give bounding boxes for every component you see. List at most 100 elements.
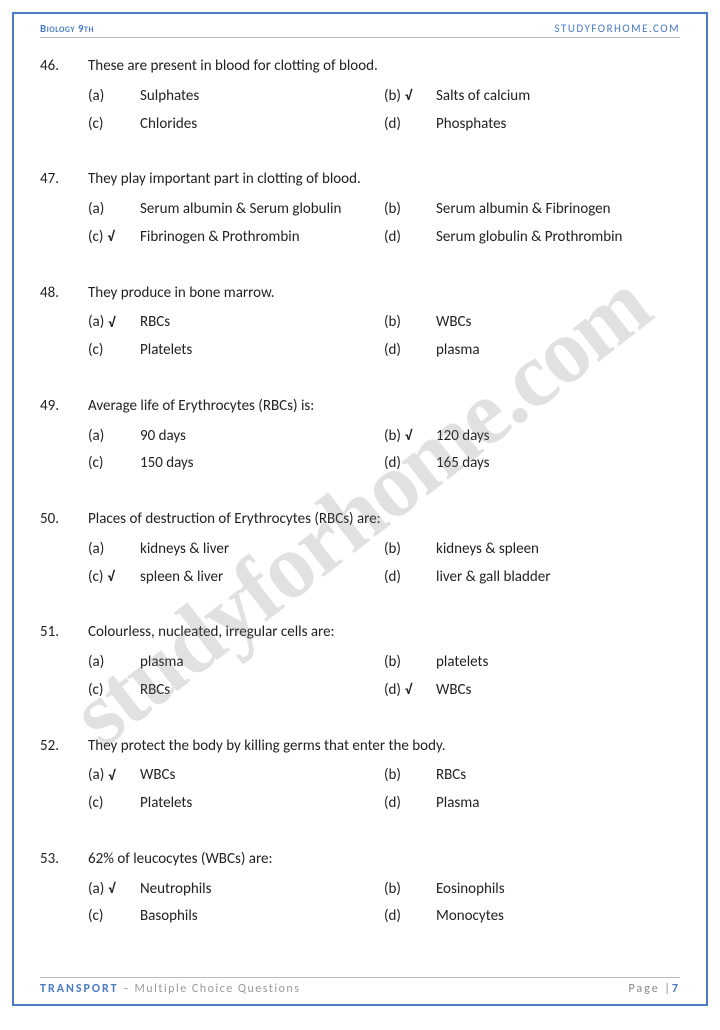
check-icon: √ [108, 766, 115, 786]
option-value: Serum albumin & Fibrinogen [436, 199, 680, 221]
question: 53.62% of leucocytes (WBCs) are: (a)√Neut… [40, 849, 680, 934]
option-letter: (b) [384, 426, 401, 448]
page-header: Biology 9th STUDYFORHOME.COM [40, 22, 680, 38]
option: (b) Eosinophils [384, 879, 680, 901]
option-value: 165 days [436, 453, 680, 475]
question: 46.These are present in blood for clotti… [40, 56, 680, 141]
option-value: Serum albumin & Serum globulin [140, 199, 384, 221]
option-letter: (a) [88, 312, 104, 334]
question-number: 50. [40, 509, 88, 531]
question-row: 48.They produce in bone marrow. [40, 283, 680, 305]
option-value: Monocytes [436, 906, 680, 928]
options: (a)√RBCs(b)WBCs(c)Platelets(d)plasma [40, 312, 680, 368]
option-letter: (b) [384, 879, 401, 901]
option: (a) 90 days [88, 426, 384, 448]
option-letter: (b) [384, 765, 401, 787]
option-label: (c) [88, 793, 140, 815]
question-text: These are present in blood for clotting … [88, 56, 680, 78]
option-letter: (d) [384, 567, 401, 589]
check-icon: √ [405, 86, 412, 106]
option-value: WBCs [436, 312, 680, 334]
question-row: 53.62% of leucocytes (WBCs) are: [40, 849, 680, 871]
question-text: They play important part in clotting of … [88, 169, 680, 191]
question-row: 46.These are present in blood for clotti… [40, 56, 680, 78]
question-number: 53. [40, 849, 88, 871]
question: 51.Colourless, nucleated, irregular cell… [40, 622, 680, 707]
option-letter: (c) [88, 567, 103, 589]
option-label: (a) [88, 199, 140, 221]
option-label: (a)√ [88, 879, 140, 901]
option-label: (a) [88, 86, 140, 108]
option-letter: (a) [88, 652, 104, 674]
option: (d)Plasma [384, 793, 680, 815]
options: (a)√Neutrophils(b)Eosinophils(c)Basophil… [40, 879, 680, 935]
check-icon: √ [108, 879, 115, 899]
options: (a) 90 days(b)√120 days(c)150 days(d) 165 … [40, 426, 680, 482]
option-value: liver & gall bladder [436, 567, 680, 589]
option: (a)√WBCs [88, 765, 384, 787]
option: (d)Monocytes [384, 906, 680, 928]
option-value: WBCs [140, 765, 384, 787]
check-icon: √ [107, 227, 114, 247]
option-letter: (d) [384, 793, 401, 815]
option-letter: (b) [384, 312, 401, 334]
option-value: 90 days [140, 426, 384, 448]
option-value: Sulphates [140, 86, 384, 108]
option-letter: (b) [384, 539, 401, 561]
question-text: 62% of leucocytes (WBCs) are: [88, 849, 680, 871]
option-letter: (b) [384, 199, 401, 221]
option: (d)Serum globulin & Prothrombin [384, 227, 680, 249]
option-value: Eosinophils [436, 879, 680, 901]
page-frame: Biology 9th STUDYFORHOME.COM studyforhom… [12, 12, 708, 1006]
question: 48.They produce in bone marrow.(a)√RBCs(… [40, 283, 680, 368]
option: (d) liver & gall bladder [384, 567, 680, 589]
option-label: (a)√ [88, 312, 140, 334]
option-letter: (b) [384, 652, 401, 674]
option-value: WBCs [436, 680, 680, 702]
option: (d)Phosphates [384, 114, 680, 136]
option-label: (a)√ [88, 765, 140, 787]
question: 52.They protect the body by killing germ… [40, 736, 680, 821]
option-letter: (a) [88, 426, 104, 448]
option-label: (d) [384, 453, 436, 475]
question-row: 47.They play important part in clotting … [40, 169, 680, 191]
option-value: RBCs [140, 680, 384, 702]
option-value: plasma [140, 652, 384, 674]
option-value: Neutrophils [140, 879, 384, 901]
option-value: Salts of calcium [436, 86, 680, 108]
option-value: kidneys & spleen [436, 539, 680, 561]
option-label: (d) [384, 906, 436, 928]
question-number: 47. [40, 169, 88, 191]
options: (a)√WBCs(b)RBCs(c)Platelets(d)Plasma [40, 765, 680, 821]
option-value: RBCs [140, 312, 384, 334]
option: (c)RBCs [88, 680, 384, 702]
option: (b) kidneys & spleen [384, 539, 680, 561]
option-value: spleen & liver [140, 567, 384, 589]
option: (c)150 days [88, 453, 384, 475]
question-number: 52. [40, 736, 88, 758]
option-label: (d) [384, 567, 436, 589]
option-letter: (d) [384, 227, 401, 249]
question: 47.They play important part in clotting … [40, 169, 680, 254]
option: (b)√120 days [384, 426, 680, 448]
question-row: 51.Colourless, nucleated, irregular cell… [40, 622, 680, 644]
option-value: Platelets [140, 793, 384, 815]
option: (a)√RBCs [88, 312, 384, 334]
option-label: (b) [384, 879, 436, 901]
footer-right: Page |7 [628, 982, 680, 996]
options: (a)kidneys & liver(b)kidneys & spleen(c)… [40, 539, 680, 595]
option-label: (c) [88, 906, 140, 928]
option-letter: (c) [88, 227, 103, 249]
option-label: (b) [384, 539, 436, 561]
option-value: 120 days [436, 426, 680, 448]
question-row: 52.They protect the body by killing germ… [40, 736, 680, 758]
option-value: Chlorides [140, 114, 384, 136]
option-letter: (c) [88, 453, 103, 475]
header-left: Biology 9th [40, 22, 94, 35]
option-letter: (d) [384, 453, 401, 475]
option-letter: (c) [88, 793, 103, 815]
options: (a)plasma(b)platelets(c)RBCs(d)√WBCs [40, 652, 680, 708]
option-label: (b) [384, 652, 436, 674]
question-number: 51. [40, 622, 88, 644]
footer-left: TRANSPORT – Multiple Choice Questions [40, 982, 300, 996]
